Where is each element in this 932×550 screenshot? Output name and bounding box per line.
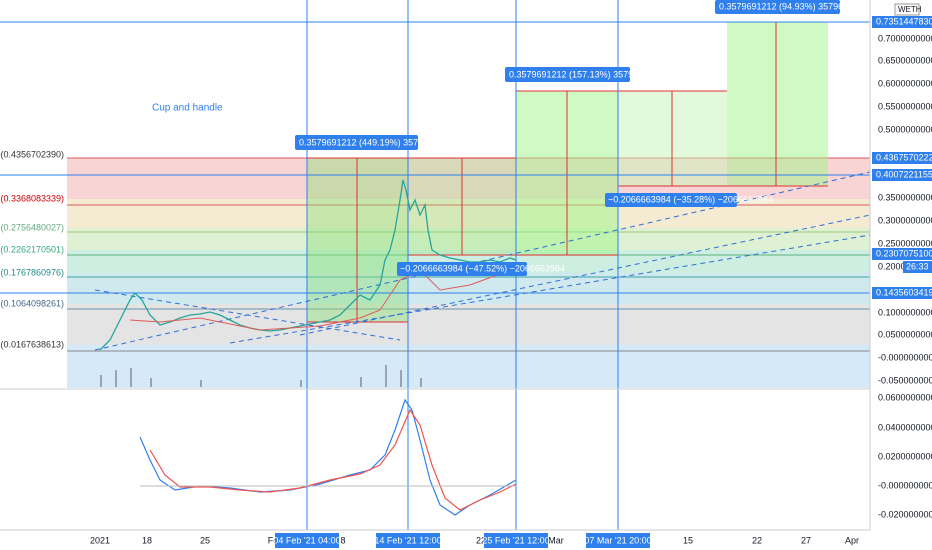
price-label: 0.0500000000 [878, 329, 932, 339]
price-label: 0.2500000000 [878, 238, 932, 248]
price-label: 0.7000000000 [878, 33, 932, 43]
price-label: 0.3500000000 [878, 192, 932, 202]
annotation: Cup and handle [152, 103, 223, 114]
signal [149, 408, 517, 511]
time-label: 25 [200, 535, 210, 545]
fib-label: 0.5(0.2262170501) [0, 244, 64, 254]
price-label: -0.0500000000 [878, 375, 932, 385]
price-label: 0.3000000000 [878, 215, 932, 225]
time-tag: 25 Feb '21 12:00 [482, 535, 549, 545]
moving-average [129, 267, 517, 331]
time-label: Mar [548, 535, 564, 545]
fib-label: 0.382(0.2756480027) [0, 222, 64, 232]
time-label: 2021 [90, 535, 110, 545]
fib-label: 0.236(0.3368083339) [0, 193, 64, 203]
macd-label: -0.0200000000 [878, 509, 932, 519]
price-label: 0.1000000000 [878, 307, 932, 317]
price-label: 0.5500000000 [878, 101, 932, 111]
time-label: 22 [476, 535, 486, 545]
macd [139, 398, 517, 516]
price-tag: 0.4367570222 [876, 152, 932, 162]
measure-label: −0.2066663984 (−35.28%) −2066663984 [608, 194, 773, 204]
time-label: 18 [142, 535, 152, 545]
price-tag: 0.7351447830 [876, 16, 932, 26]
price-tag: 0.2307075100 [876, 248, 932, 258]
macd-label: 0.0200000000 [878, 451, 932, 461]
time-label: Fe [268, 535, 279, 545]
time-axis: 2021 18 25 Fe 8 22 Mar 15 22 27 Apr 04 F… [90, 533, 859, 548]
fib-label: 0.618(0.1767860976) [0, 267, 64, 277]
time-tag: 14 Feb '21 12:00 [374, 535, 441, 545]
time-tag: 04 Feb '21 04:00 [273, 535, 340, 545]
price-tag: 0.1435603419 [876, 287, 932, 297]
fib-label: 1(0.0167638613) [0, 339, 64, 349]
time-label: Apr [845, 535, 859, 545]
time-label: 15 [683, 535, 693, 545]
fib-label: 0(0.4356702390) [0, 149, 64, 159]
time-label: 8 [340, 535, 345, 545]
time-label: 27 [801, 535, 811, 545]
measures [307, 21, 828, 323]
time-tag: 07 Mar '21 20:00 [584, 535, 651, 545]
time-label: 22 [752, 535, 762, 545]
measure-label: 0.3579691212 (94.93%) 3579691212 [719, 1, 868, 11]
fib-labels: 0(0.4356702390) 0.236(0.3368083339) 0.38… [0, 149, 64, 349]
price-label: 0.5000000000 [878, 124, 932, 134]
price-label: 0.6500000000 [878, 55, 932, 65]
price-tags: 0.7351447830 0.4367570222 0.4007221155 0… [872, 3, 932, 299]
volume [100, 365, 422, 387]
measure-labels: 0.3579691212 (449.19%) 3579691212 −0.206… [295, 0, 868, 276]
macd-label: 0.0400000000 [878, 422, 932, 432]
lines [0, 0, 870, 530]
symbol: WETH [898, 5, 922, 14]
price-axis [870, 0, 932, 550]
measure-label: 0.3579691212 (157.13%) 3579691212 [509, 69, 663, 79]
countdown: 26:33 [906, 261, 929, 271]
price-tag: 0.4007221155 [876, 169, 932, 179]
macd-label: 0.0600000000 [878, 392, 932, 402]
price-axis-labels: 0.7000000000 0.6500000000 0.6000000000 0… [878, 33, 932, 519]
measure-label: 0.3579691212 (449.19%) 3579691212 [299, 137, 453, 147]
price-label: 0.6000000000 [878, 78, 932, 88]
measure-label: −0.2066663984 (−47.52%) −2066663984 [400, 263, 565, 273]
fib-label: 0.786(0.1064098261) [0, 298, 64, 308]
